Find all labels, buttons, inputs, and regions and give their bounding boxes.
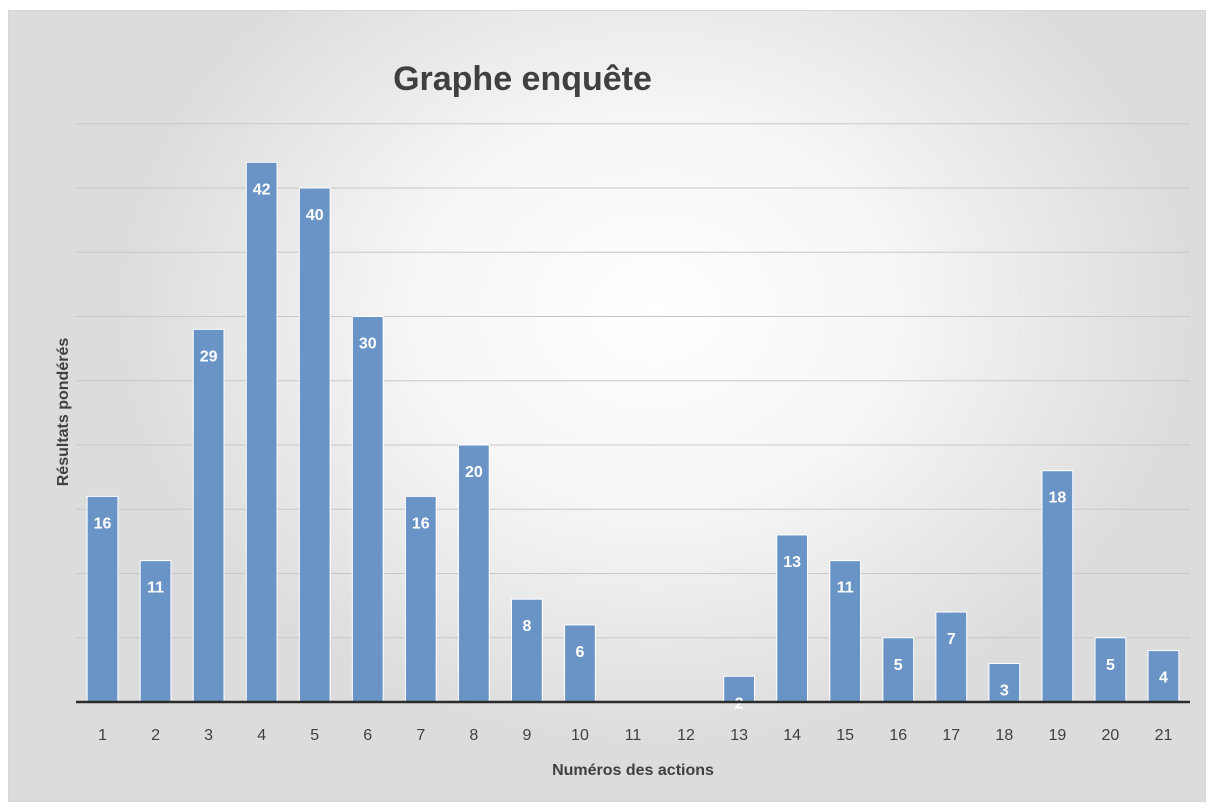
bar <box>564 624 596 703</box>
x-tick-label: 16 <box>889 727 907 744</box>
x-tick-label: 12 <box>677 727 695 744</box>
x-tick-label: 17 <box>942 727 960 744</box>
x-tick-label: 2 <box>151 727 160 744</box>
x-tick-label: 10 <box>571 727 589 744</box>
data-label: 16 <box>412 515 430 532</box>
x-tick-label: 1 <box>98 727 107 744</box>
data-label: 29 <box>200 348 218 365</box>
x-tick-label: 11 <box>625 727 642 744</box>
data-label: 7 <box>947 631 956 648</box>
x-tick-label: 14 <box>783 727 801 744</box>
x-axis: 1 2 3 4 5 6 7 8 9 10 11 12 13 14 15 16 17 18 19 20 21 <box>76 700 1190 744</box>
data-label: 30 <box>359 336 377 353</box>
data-label: 20 <box>465 464 483 481</box>
data-label: 5 <box>894 657 903 674</box>
bar <box>86 495 119 703</box>
bar <box>882 637 915 703</box>
bar <box>988 662 1021 703</box>
bar <box>298 187 331 703</box>
data-label: 4 <box>1159 670 1168 687</box>
data-label: 8 <box>522 618 531 635</box>
data-label: 16 <box>94 515 112 532</box>
bar <box>723 675 755 703</box>
x-tick-label: 13 <box>730 727 748 744</box>
data-label: 11 <box>147 580 164 597</box>
data-label: 42 <box>253 181 271 198</box>
data-label: 40 <box>306 207 324 224</box>
bar <box>511 598 543 703</box>
x-tick-label: 19 <box>1048 727 1066 744</box>
bar <box>776 534 809 703</box>
bar <box>935 611 968 703</box>
data-label: 11 <box>837 580 854 597</box>
x-tick-label: 15 <box>836 727 854 744</box>
data-label: 2 <box>735 695 744 712</box>
gridlines <box>76 123 1190 639</box>
bar <box>829 560 862 703</box>
data-label: 3 <box>1000 682 1009 699</box>
bar <box>192 328 225 703</box>
bar <box>457 444 490 703</box>
bars <box>86 161 1180 703</box>
chart-title: Graphe enquête <box>393 60 652 98</box>
data-label: 5 <box>1106 657 1115 674</box>
x-tick-label: 3 <box>204 727 213 744</box>
bar <box>1041 470 1074 703</box>
x-tick-label: 9 <box>522 727 531 744</box>
bar <box>139 560 172 703</box>
data-label: 6 <box>575 644 584 661</box>
x-tick-label: 20 <box>1102 727 1120 744</box>
bar <box>404 495 437 703</box>
data-label: 13 <box>783 554 801 571</box>
data-labels: 16 11 29 42 40 30 16 20 8 6 2 13 11 5 7 3 18 5 4 <box>94 181 1168 712</box>
x-tick-label: 18 <box>995 727 1013 744</box>
bar <box>245 161 278 703</box>
bar <box>351 316 384 703</box>
x-tick-label: 6 <box>363 727 372 744</box>
bar <box>1147 650 1180 703</box>
x-tick-label: 21 <box>1155 727 1173 744</box>
x-tick-label: 7 <box>416 727 425 744</box>
data-label: 18 <box>1048 490 1066 507</box>
x-tick-label: 8 <box>469 727 478 744</box>
x-tick-label: 4 <box>257 727 266 744</box>
x-axis-title: Numéros des actions <box>552 762 714 779</box>
bar <box>1094 637 1127 703</box>
x-tick-label: 5 <box>310 727 319 744</box>
